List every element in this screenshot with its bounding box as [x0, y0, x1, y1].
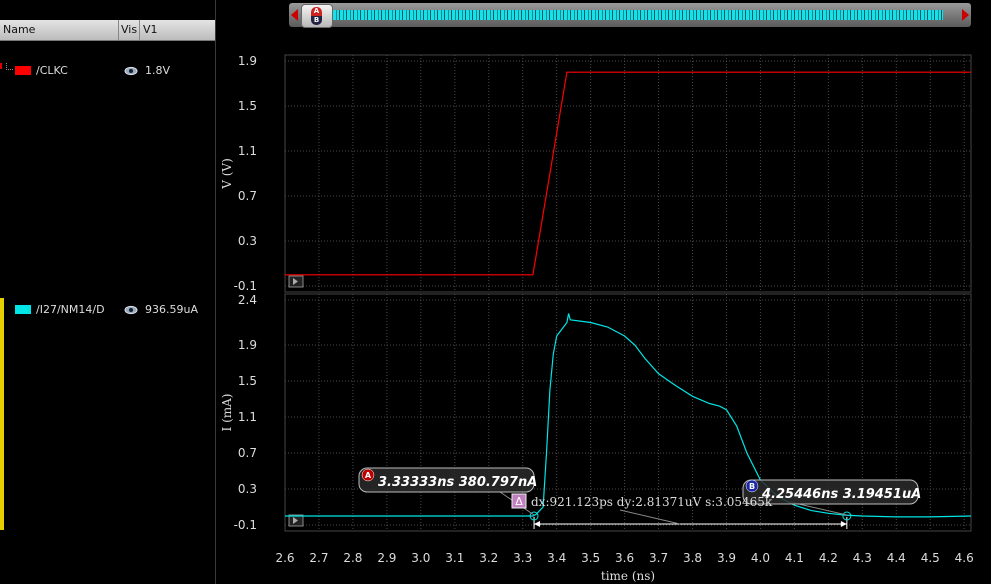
delta-measurement-label: dx:921.123ps dy:2.81371uV s:3.05465k [531, 495, 773, 509]
marker-b-badge-letter: B [749, 482, 755, 491]
x-tick-label: 4.5 [921, 551, 940, 565]
series-line [285, 71, 971, 276]
x-tick-label: 2.7 [309, 551, 328, 565]
signal-name[interactable]: /CLKC [36, 64, 68, 77]
signal-browser-panel: Name Vis V1 /CLKC 1.8V /I27/NM14/D 936.5… [0, 0, 216, 584]
delta-icon-glyph: Δ [515, 495, 523, 508]
x-tick-label: 3.8 [683, 551, 702, 565]
signal-value: 1.8V [145, 64, 171, 77]
y-tick-label: 1.9 [238, 338, 257, 352]
x-tick-label: 4.2 [819, 551, 838, 565]
eye-icon[interactable] [123, 302, 139, 318]
x-axis-label: time (ns) [601, 569, 655, 583]
x-tick-label: 2.8 [343, 551, 362, 565]
marker-b-label-box[interactable] [742, 479, 919, 505]
column-header-name[interactable]: Name [3, 23, 36, 36]
arrow-right-icon [840, 521, 847, 527]
x-tick-label: 3.1 [445, 551, 464, 565]
marker-a-label: 3.33333ns 380.797nA [378, 475, 537, 490]
marker-b-badge-icon [745, 479, 759, 493]
x-tick-label: 3.0 [411, 551, 430, 565]
y-axis-label: V (V) [220, 158, 234, 190]
scroll-left-arrow-icon[interactable] [291, 9, 298, 21]
y-tick-label: -0.1 [234, 518, 257, 532]
scroll-right-arrow-icon[interactable] [962, 9, 969, 21]
signal-name[interactable]: /I27/NM14/D [36, 303, 105, 316]
y-tick-label: 2.4 [238, 293, 257, 307]
y-tick-label: 0.7 [238, 189, 257, 203]
marker-b-point[interactable] [842, 511, 852, 521]
y-axis-label: I (mA) [220, 394, 234, 432]
y-tick-label: 1.5 [238, 99, 257, 113]
signal-row-nm14-d[interactable]: /I27/NM14/D 936.59uA [0, 302, 215, 318]
column-header-v1[interactable]: V1 [143, 23, 158, 36]
signal-value: 936.59uA [145, 303, 198, 316]
x-tick-label: 3.7 [649, 551, 668, 565]
x-tick-label: 3.5 [581, 551, 600, 565]
marker-a-label-box[interactable] [358, 467, 535, 493]
x-tick-label: 4.0 [751, 551, 770, 565]
x-tick-label: 2.9 [377, 551, 396, 565]
y-tick-label: 1.9 [238, 54, 257, 68]
scrollbar-waveform-overview[interactable] [333, 10, 943, 20]
signal-row-clkc[interactable]: /CLKC 1.8V [0, 63, 215, 79]
row-indicator [0, 63, 2, 69]
y-tick-label: -0.1 [234, 279, 257, 293]
x-tick-label: 3.2 [479, 551, 498, 565]
plot-panel-frame [284, 54, 972, 293]
play-triangle-icon [293, 517, 298, 524]
y-tick-label: 1.1 [238, 410, 257, 424]
x-tick-label: 2.6 [275, 551, 294, 565]
y-tick-label: 1.5 [238, 374, 257, 388]
x-tick-label: 4.4 [887, 551, 906, 565]
signal-color-swatch [15, 66, 31, 75]
delta-icon[interactable] [511, 493, 527, 509]
panel-divider[interactable] [215, 0, 216, 584]
signal-list-header: Name Vis V1 [0, 20, 215, 41]
y-tick-label: 0.3 [238, 234, 257, 248]
x-tick-label: 4.6 [955, 551, 974, 565]
x-tick-label: 3.3 [513, 551, 532, 565]
marker-a-badge-icon [361, 468, 375, 482]
x-tick-label: 3.6 [615, 551, 634, 565]
y-tick-label: 0.7 [238, 446, 257, 460]
selection-indicator [0, 298, 4, 530]
column-header-vis[interactable]: Vis [121, 23, 138, 36]
x-tick-label: 3.4 [547, 551, 566, 565]
series-line [285, 313, 972, 518]
marker-b-label: 4.25446ns 3.19451uA [761, 487, 921, 502]
eye-icon[interactable] [123, 63, 139, 79]
play-triangle-icon [293, 278, 298, 285]
y-tick-label: 0.3 [238, 482, 257, 496]
marker-a-point[interactable] [529, 511, 539, 521]
arrow-left-icon [534, 521, 541, 527]
x-tick-label: 3.9 [717, 551, 736, 565]
marker-a-badge-letter: A [365, 471, 372, 480]
signal-color-swatch [15, 305, 31, 314]
y-tick-label: 1.1 [238, 144, 257, 158]
x-tick-label: 4.1 [785, 551, 804, 565]
delta-leader [619, 509, 681, 525]
x-tick-label: 4.3 [853, 551, 872, 565]
